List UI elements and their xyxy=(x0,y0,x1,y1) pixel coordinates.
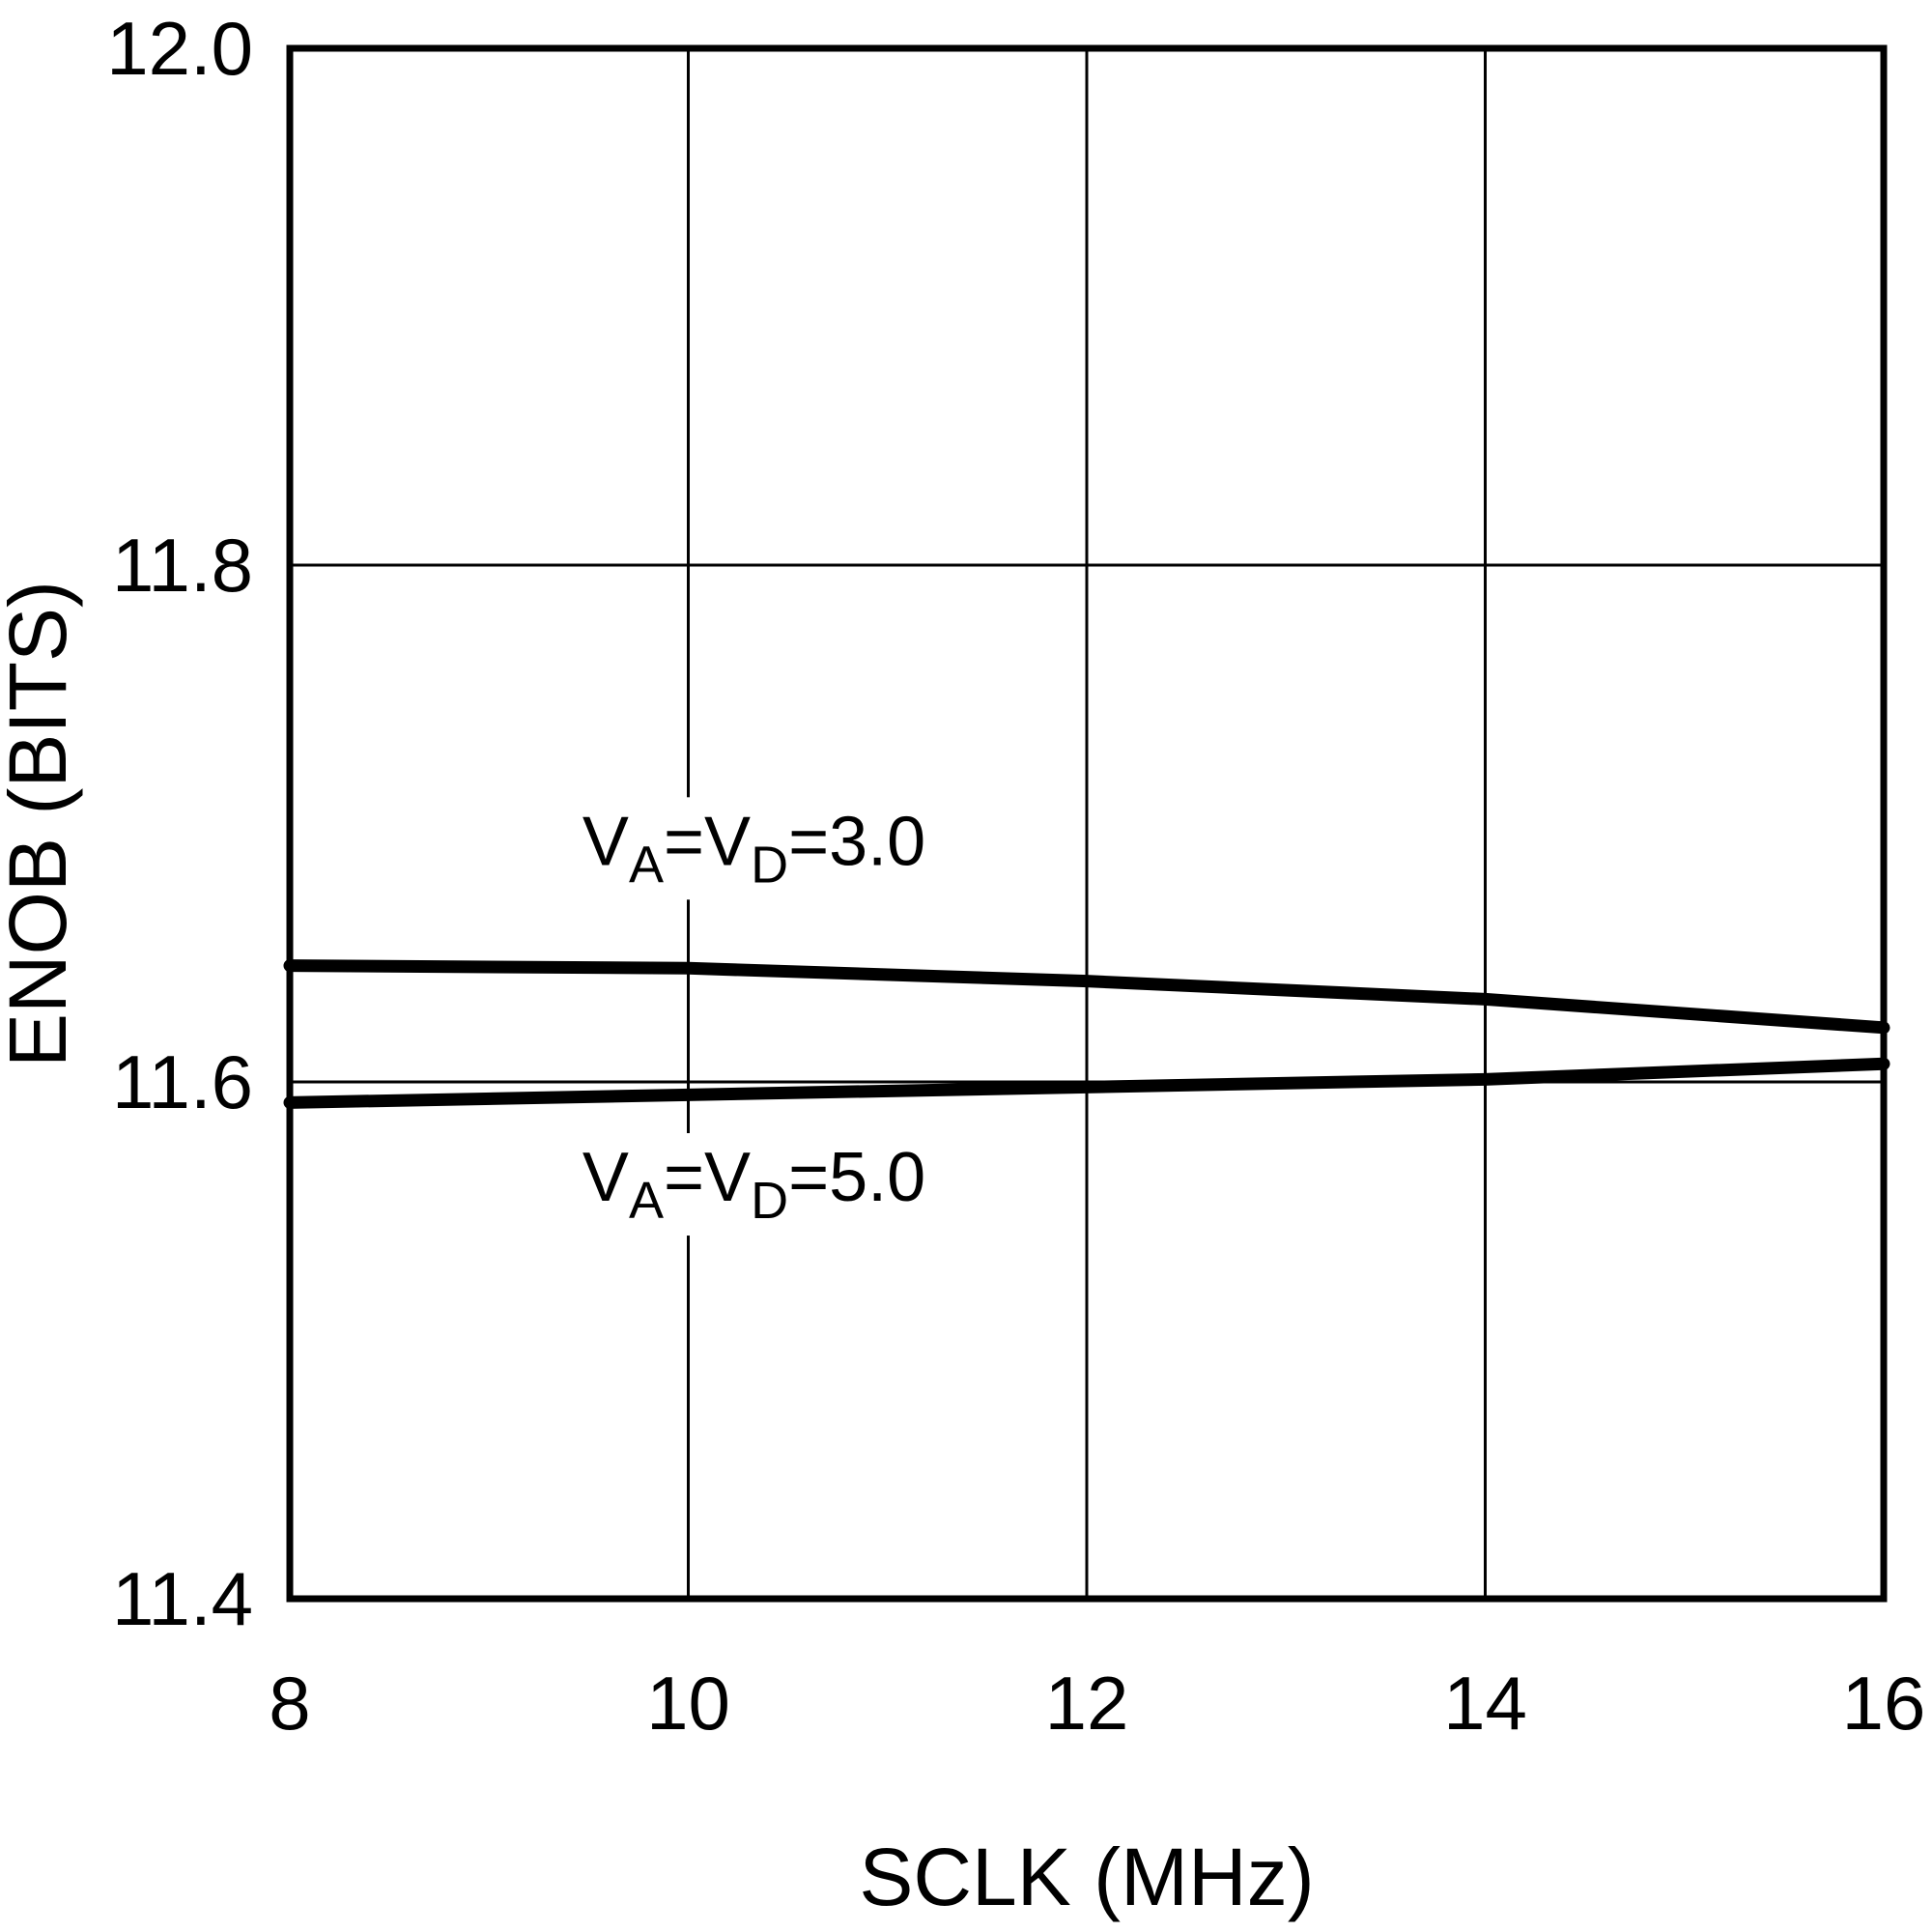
y-axis-label: ENOB (BITS) xyxy=(0,581,83,1067)
y-tick-label: 11.8 xyxy=(112,523,253,608)
y-tick-label: 11.6 xyxy=(112,1039,253,1124)
y-tick-label: 12.0 xyxy=(106,6,253,91)
x-tick-label: 14 xyxy=(1443,1661,1527,1746)
y-tick-label: 11.4 xyxy=(112,1556,253,1641)
x-tick-label: 12 xyxy=(1045,1661,1129,1746)
x-tick-label: 16 xyxy=(1842,1661,1926,1746)
series-line-0 xyxy=(283,959,1890,1035)
x-axis-label: SCLK (MHz) xyxy=(859,1832,1314,1922)
series-line-1 xyxy=(283,1057,1890,1109)
curve-annotation-1: VA=VD=5.0 xyxy=(582,1139,925,1230)
x-tick-label: 10 xyxy=(646,1661,730,1746)
curve-annotation-0: VA=VD=3.0 xyxy=(582,803,925,894)
plot-border xyxy=(286,44,1888,1603)
annotation-backing xyxy=(574,1133,934,1236)
annotation-backing xyxy=(574,797,934,900)
x-tick-label: 8 xyxy=(269,1661,310,1746)
